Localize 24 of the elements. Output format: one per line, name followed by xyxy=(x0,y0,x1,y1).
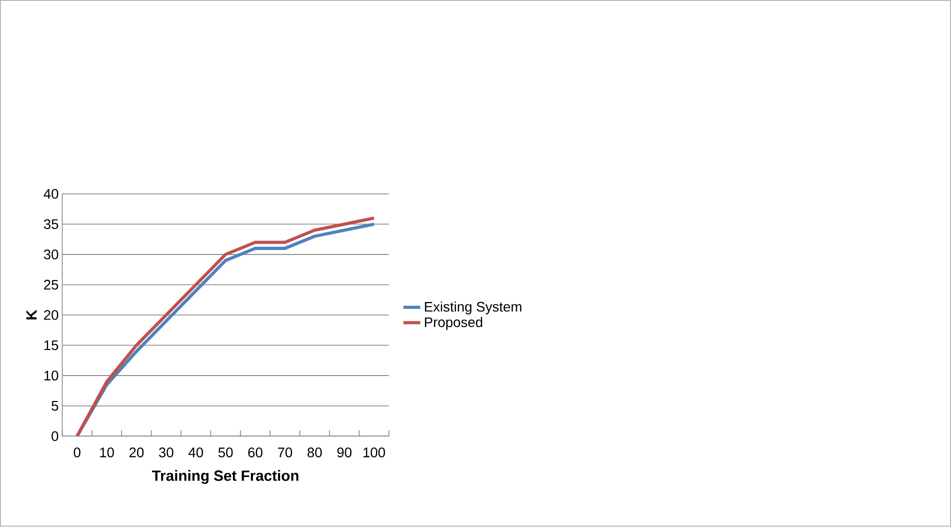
x-axis-title: Training Set Fraction xyxy=(152,470,298,484)
y-tick-label: 40 xyxy=(44,189,58,200)
x-tick-label: 70 xyxy=(278,448,292,458)
x-tick-label: 90 xyxy=(337,448,352,458)
x-tick-label: 60 xyxy=(248,448,262,458)
x-tick-label: 100 xyxy=(364,448,386,458)
x-tick-label: 40 xyxy=(188,448,204,458)
y-axis-title: K xyxy=(26,310,37,320)
y-tick-label: 25 xyxy=(44,280,58,290)
y-tick-label: 10 xyxy=(44,370,58,381)
legend-label: Proposed xyxy=(424,317,482,330)
y-tick-label: 0 xyxy=(52,431,58,442)
y-tick-label: 5 xyxy=(52,401,58,411)
x-tick-label: 50 xyxy=(218,448,233,458)
y-tick-label: 30 xyxy=(44,250,58,260)
x-tick-label: 20 xyxy=(129,448,144,458)
x-tick-label: 0 xyxy=(74,448,80,458)
y-tick-label: 15 xyxy=(44,340,58,350)
legend-label: Existing System xyxy=(424,302,522,315)
x-tick-label: 30 xyxy=(159,448,174,458)
x-tick-label: 10 xyxy=(100,448,114,458)
y-tick-label: 35 xyxy=(44,219,58,230)
x-tick-label: 80 xyxy=(308,448,322,458)
y-tick-label: 20 xyxy=(44,310,58,320)
